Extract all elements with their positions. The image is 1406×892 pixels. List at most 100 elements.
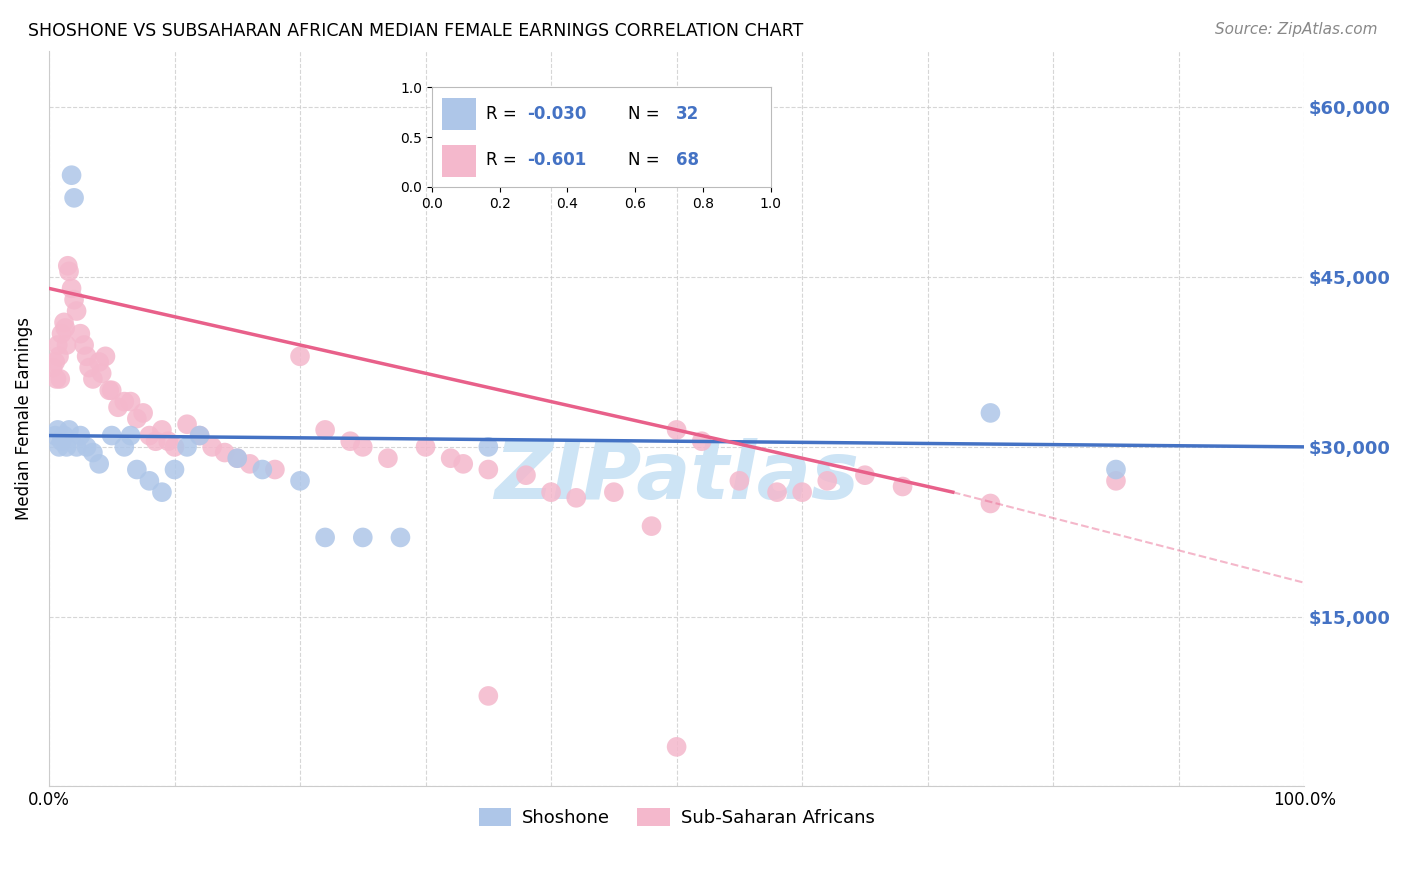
Point bbox=[766, 485, 789, 500]
Point bbox=[145, 434, 167, 449]
Text: SHOSHONE VS SUBSAHARAN AFRICAN MEDIAN FEMALE EARNINGS CORRELATION CHART: SHOSHONE VS SUBSAHARAN AFRICAN MEDIAN FE… bbox=[28, 22, 803, 40]
Point bbox=[55, 338, 77, 352]
Point bbox=[55, 440, 77, 454]
Point bbox=[252, 462, 274, 476]
Point bbox=[1105, 474, 1128, 488]
Point bbox=[226, 451, 249, 466]
Point bbox=[163, 462, 186, 476]
Point bbox=[98, 384, 121, 398]
Point bbox=[853, 468, 876, 483]
Point bbox=[640, 519, 662, 533]
Point bbox=[49, 372, 72, 386]
Point bbox=[665, 423, 688, 437]
Point bbox=[56, 259, 79, 273]
Point bbox=[150, 423, 173, 437]
Point bbox=[690, 434, 713, 449]
Point bbox=[51, 434, 73, 449]
Point bbox=[565, 491, 588, 505]
Point bbox=[188, 428, 211, 442]
Point bbox=[138, 428, 160, 442]
Point bbox=[132, 406, 155, 420]
Point bbox=[352, 531, 374, 545]
Point bbox=[665, 739, 688, 754]
Point bbox=[48, 349, 70, 363]
Point bbox=[415, 440, 437, 454]
Point bbox=[163, 440, 186, 454]
Point bbox=[46, 423, 69, 437]
Point bbox=[440, 451, 463, 466]
Point bbox=[176, 417, 198, 432]
Point bbox=[112, 440, 135, 454]
Point bbox=[42, 360, 65, 375]
Point bbox=[58, 423, 80, 437]
Point bbox=[48, 440, 70, 454]
Point bbox=[76, 440, 98, 454]
Text: ZIPatlas: ZIPatlas bbox=[494, 439, 859, 516]
Point bbox=[477, 462, 499, 476]
Point bbox=[76, 349, 98, 363]
Point bbox=[477, 440, 499, 454]
Point bbox=[53, 315, 76, 329]
Point bbox=[44, 428, 66, 442]
Point bbox=[44, 355, 66, 369]
Point bbox=[125, 462, 148, 476]
Point bbox=[125, 411, 148, 425]
Point bbox=[82, 372, 104, 386]
Point bbox=[60, 281, 83, 295]
Point bbox=[51, 326, 73, 341]
Text: Source: ZipAtlas.com: Source: ZipAtlas.com bbox=[1215, 22, 1378, 37]
Point bbox=[60, 168, 83, 182]
Point bbox=[120, 394, 142, 409]
Point bbox=[138, 474, 160, 488]
Point bbox=[728, 474, 751, 488]
Point bbox=[477, 689, 499, 703]
Point bbox=[451, 457, 474, 471]
Point bbox=[120, 428, 142, 442]
Point bbox=[90, 366, 112, 380]
Point bbox=[150, 485, 173, 500]
Point bbox=[63, 293, 86, 307]
Point bbox=[82, 445, 104, 459]
Point bbox=[69, 428, 91, 442]
Point bbox=[63, 191, 86, 205]
Point bbox=[377, 451, 399, 466]
Point bbox=[314, 423, 336, 437]
Point bbox=[314, 531, 336, 545]
Point bbox=[979, 406, 1001, 420]
Point bbox=[107, 401, 129, 415]
Point bbox=[188, 428, 211, 442]
Point bbox=[53, 321, 76, 335]
Point bbox=[264, 462, 287, 476]
Point bbox=[389, 531, 412, 545]
Point bbox=[94, 349, 117, 363]
Point bbox=[979, 496, 1001, 510]
Point bbox=[65, 440, 87, 454]
Point bbox=[100, 384, 122, 398]
Point bbox=[73, 338, 96, 352]
Point bbox=[1105, 462, 1128, 476]
Point bbox=[65, 304, 87, 318]
Point bbox=[58, 264, 80, 278]
Point bbox=[603, 485, 626, 500]
Point bbox=[46, 338, 69, 352]
Point bbox=[53, 428, 76, 442]
Y-axis label: Median Female Earnings: Median Female Earnings bbox=[15, 317, 32, 520]
Point bbox=[176, 440, 198, 454]
Point bbox=[540, 485, 562, 500]
Point bbox=[288, 474, 311, 488]
Point bbox=[100, 428, 122, 442]
Point bbox=[226, 451, 249, 466]
Point bbox=[891, 479, 914, 493]
Point bbox=[352, 440, 374, 454]
Point bbox=[69, 326, 91, 341]
Point bbox=[288, 349, 311, 363]
Point bbox=[89, 355, 111, 369]
Point bbox=[89, 457, 111, 471]
Point bbox=[239, 457, 262, 471]
Point bbox=[45, 372, 67, 386]
Point bbox=[214, 445, 236, 459]
Legend: Shoshone, Sub-Saharan Africans: Shoshone, Sub-Saharan Africans bbox=[470, 799, 883, 837]
Point bbox=[815, 474, 838, 488]
Point bbox=[201, 440, 224, 454]
Point bbox=[515, 468, 537, 483]
